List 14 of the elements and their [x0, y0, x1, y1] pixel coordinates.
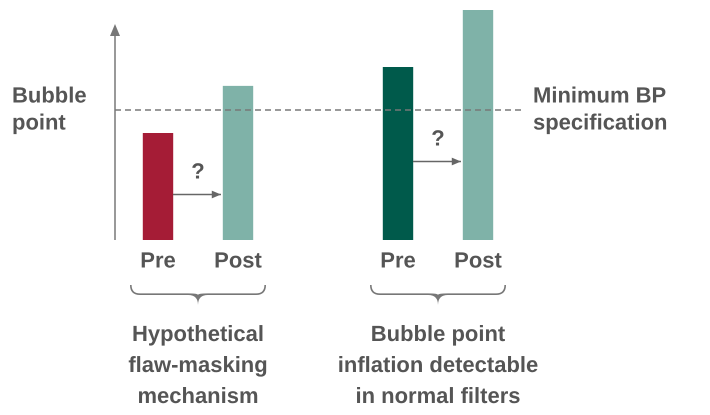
bar — [382, 67, 414, 240]
text: Bubble point inflation detectable in normal filters — [338, 321, 538, 408]
bar — [462, 10, 494, 240]
bar — [142, 133, 174, 240]
x-tick-label: Pre — [380, 247, 416, 272]
y-axis-title: Bubble point — [12, 82, 87, 135]
annotation: ? — [431, 126, 445, 151]
text: Hypothetical flaw-masking mechanism — [128, 321, 268, 408]
x-tick-label: Pre — [140, 247, 176, 272]
bar — [222, 86, 254, 240]
ref-line-label: Minimum BP specification — [533, 82, 668, 135]
x-tick-label: Post — [214, 247, 263, 272]
x-tick-label: Post — [454, 247, 503, 272]
annotation: ? — [191, 158, 205, 184]
